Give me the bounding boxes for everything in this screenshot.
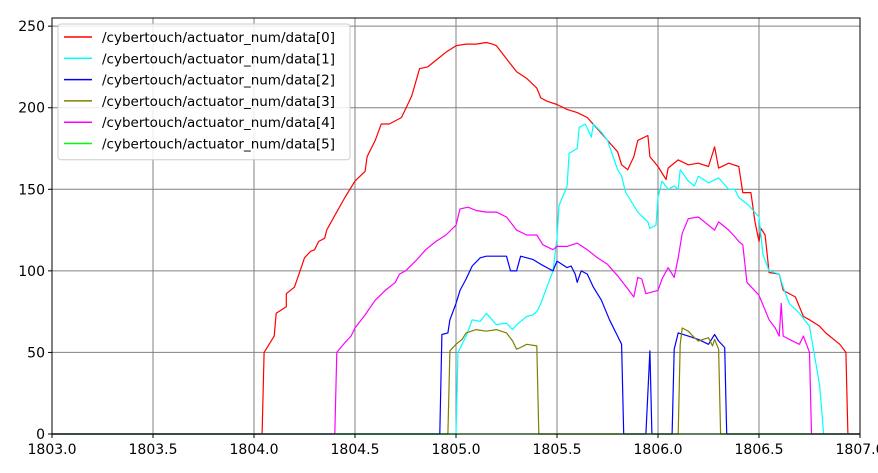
- x-tick-label: 1803.5: [129, 442, 178, 458]
- y-tick-label: 200: [18, 101, 45, 117]
- x-axis: 1803.0 1803.5 1804.0 1804.5 1805.0 1805.5 1806…: [28, 434, 878, 458]
- x-tick-label: 1807.0: [836, 442, 878, 458]
- legend-label: /cybertouch/actuator_num/data[0]: [102, 30, 335, 46]
- x-tick-label: 1806.0: [634, 442, 683, 458]
- legend-label: /cybertouch/actuator_num/data[2]: [102, 73, 335, 89]
- x-tick-label: 1806.5: [735, 442, 784, 458]
- series-line-1: [52, 123, 860, 435]
- x-tick-label: 1805.0: [432, 442, 481, 458]
- legend: /cybertouch/actuator_num/data[0] /cyberto…: [57, 23, 351, 161]
- y-tick-label: 250: [18, 19, 45, 35]
- y-axis: 0 50 100 150 200 250: [18, 19, 52, 443]
- legend-label: /cybertouch/actuator_num/data[3]: [102, 94, 335, 110]
- series-line-4: [52, 206, 860, 435]
- x-tick-label: 1804.5: [331, 442, 380, 458]
- y-tick-label: 150: [18, 182, 45, 198]
- legend-label: /cybertouch/actuator_num/data[1]: [102, 51, 335, 67]
- y-tick-label: 0: [36, 427, 45, 443]
- x-tick-label: 1804.0: [230, 442, 279, 458]
- legend-box: [57, 23, 351, 161]
- y-tick-label: 50: [27, 345, 45, 361]
- series-line-3: [52, 327, 860, 435]
- x-tick-label: 1803.0: [28, 442, 77, 458]
- legend-label: /cybertouch/actuator_num/data[4]: [102, 115, 335, 131]
- y-tick-label: 100: [18, 264, 45, 280]
- series-line-0: [52, 41, 860, 435]
- x-tick-label: 1805.5: [533, 442, 582, 458]
- legend-label: /cybertouch/actuator_num/data[5]: [102, 137, 335, 153]
